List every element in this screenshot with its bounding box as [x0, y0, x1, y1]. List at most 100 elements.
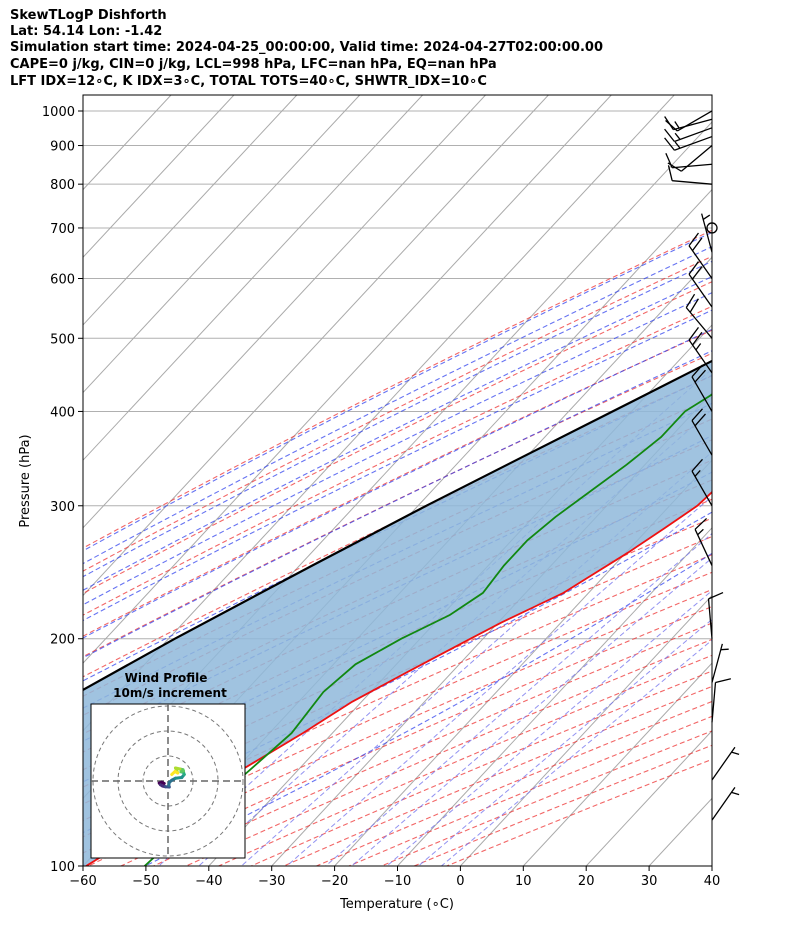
calm-wind-circle	[706, 222, 718, 234]
barb-feather	[691, 458, 703, 472]
barb-half-feather	[674, 132, 681, 140]
y-tick-label: 800	[50, 178, 75, 193]
isotherm-line	[83, 95, 298, 326]
wind-barb	[664, 116, 713, 131]
barb-staff	[694, 529, 713, 566]
x-tick-label: −60	[69, 874, 96, 889]
barb-half-feather	[694, 469, 701, 477]
barb-half-feather	[674, 141, 681, 149]
barb-feather	[691, 408, 703, 422]
dry-adiabat-line	[83, 229, 712, 549]
isotherm-line	[83, 95, 423, 461]
x-tick-label: 30	[641, 874, 658, 889]
wind-barb	[691, 408, 713, 456]
barb-feather	[691, 266, 703, 280]
moist-adiabat-line	[83, 292, 712, 606]
x-tick-label: 20	[578, 874, 595, 889]
x-tick-label: 0	[456, 874, 464, 889]
moist-adiabat-line	[83, 511, 712, 834]
wind-barb	[711, 678, 732, 723]
y-tick-label: 600	[50, 272, 75, 287]
hodograph-inset: Wind Profile 10m/s increment	[90, 671, 246, 859]
wind-barb	[688, 232, 713, 279]
barb-feather	[691, 237, 703, 252]
barb-feather	[689, 298, 699, 313]
barb-staff	[711, 787, 736, 821]
barb-feather	[694, 517, 708, 530]
dry-adiabat-line	[83, 281, 712, 595]
dry-adiabat-line	[83, 375, 712, 678]
temperature-line	[85, 490, 712, 866]
x-tick-label: −10	[384, 874, 411, 889]
wind-barb	[664, 127, 713, 143]
y-tick-label: 1000	[42, 105, 75, 120]
wind-barb	[691, 364, 713, 412]
y-tick-label: 700	[50, 222, 75, 237]
barb-staff	[691, 420, 713, 456]
x-tick-label: −40	[195, 874, 222, 889]
barb-staff	[707, 598, 713, 639]
dry-adiabat-line	[83, 329, 712, 637]
barb-feather	[664, 116, 674, 131]
barb-staff	[685, 307, 713, 339]
isotherm-line	[83, 95, 612, 664]
barb-feather	[688, 261, 699, 275]
barb-staff	[701, 213, 713, 253]
y-tick-label: 900	[50, 140, 75, 155]
barb-staff	[688, 273, 713, 308]
isotherm-line	[83, 95, 675, 732]
wind-barb	[711, 746, 740, 781]
isotherm-line	[83, 95, 549, 597]
x-tick-label: 10	[515, 874, 532, 889]
dewpoint-line	[143, 393, 712, 866]
wind-barb	[711, 643, 729, 683]
barb-half-feather	[674, 121, 680, 129]
barb-feather	[688, 232, 699, 247]
wind-barb	[664, 135, 713, 151]
dry-adiabat-line	[83, 255, 712, 572]
barb-staff	[691, 376, 713, 412]
wind-barb	[694, 517, 713, 566]
barb-staff	[672, 163, 713, 169]
wind-barb	[688, 326, 713, 374]
isotherm-line	[83, 95, 486, 529]
barb-staff	[673, 118, 713, 131]
barb-feather	[688, 326, 699, 341]
x-tick-label: 40	[704, 874, 721, 889]
isotherm-line	[397, 527, 712, 866]
y-tick-label: 100	[50, 860, 75, 875]
barb-staff	[674, 135, 713, 151]
barb-feather	[691, 364, 703, 378]
barb-feather	[715, 678, 732, 684]
barb-feather	[694, 369, 706, 383]
dry-adiabat-line	[83, 554, 712, 838]
isotherm-line	[522, 662, 712, 866]
barb-staff	[691, 470, 713, 507]
barb-feather	[708, 591, 724, 600]
cape-line: CAPE=0 j/kg, CIN=0 j/kg, LCL=998 hPa, LF…	[10, 57, 497, 72]
wind-barb	[701, 213, 713, 253]
barb-feather	[685, 293, 696, 308]
x-tick-label: −20	[321, 874, 348, 889]
barb-feather	[694, 413, 706, 427]
index-line: LFT IDX=12∘C, K IDX=3∘C, TOTAL TOTS=40∘C…	[10, 74, 487, 89]
x-axis-label: Temperature (∘C)	[339, 897, 454, 912]
mixing-ratio-line	[325, 532, 712, 866]
barb-half-feather	[697, 528, 704, 536]
wind-barbs	[664, 110, 740, 821]
moist-adiabat-line	[83, 350, 712, 659]
isotherm-line	[83, 95, 235, 259]
wind-barb	[688, 261, 713, 308]
isotherm-line	[585, 729, 712, 866]
y-tick-label: 500	[50, 332, 75, 347]
isotherm-line	[711, 865, 712, 866]
barb-half-feather	[731, 791, 740, 796]
barb-feather	[667, 165, 673, 181]
barb-staff	[711, 746, 736, 781]
y-tick-label: 200	[50, 633, 75, 648]
barb-half-feather	[702, 214, 711, 220]
moist-adiabat-line	[83, 309, 712, 622]
barb-half-feather	[695, 343, 702, 351]
moist-adiabat-line	[83, 246, 712, 565]
